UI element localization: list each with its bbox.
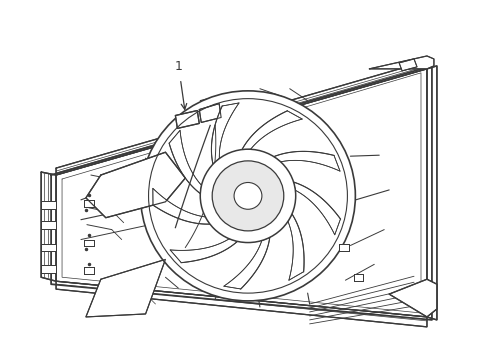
Polygon shape [41,265,56,273]
Polygon shape [274,151,340,171]
Polygon shape [399,59,417,71]
Ellipse shape [200,149,295,243]
Polygon shape [389,279,437,317]
Ellipse shape [141,91,355,301]
Polygon shape [41,221,56,229]
Polygon shape [41,172,56,281]
Polygon shape [84,267,94,274]
Polygon shape [86,152,185,218]
Polygon shape [84,200,94,207]
Polygon shape [86,260,166,317]
Polygon shape [294,182,341,235]
Polygon shape [170,239,237,263]
Polygon shape [199,104,221,122]
Polygon shape [211,103,239,164]
Polygon shape [224,237,270,289]
Polygon shape [56,281,427,327]
Ellipse shape [212,161,284,231]
Polygon shape [340,244,349,251]
Polygon shape [369,56,434,69]
Polygon shape [175,111,199,129]
Polygon shape [41,201,56,209]
Polygon shape [242,111,302,149]
Text: 1: 1 [174,60,182,73]
Polygon shape [354,274,363,281]
Ellipse shape [234,183,262,209]
Polygon shape [427,66,437,320]
Polygon shape [56,61,427,175]
Polygon shape [169,130,201,194]
Polygon shape [153,188,210,224]
Polygon shape [41,243,56,251]
Polygon shape [288,214,304,280]
Polygon shape [56,69,427,317]
Polygon shape [84,239,94,247]
